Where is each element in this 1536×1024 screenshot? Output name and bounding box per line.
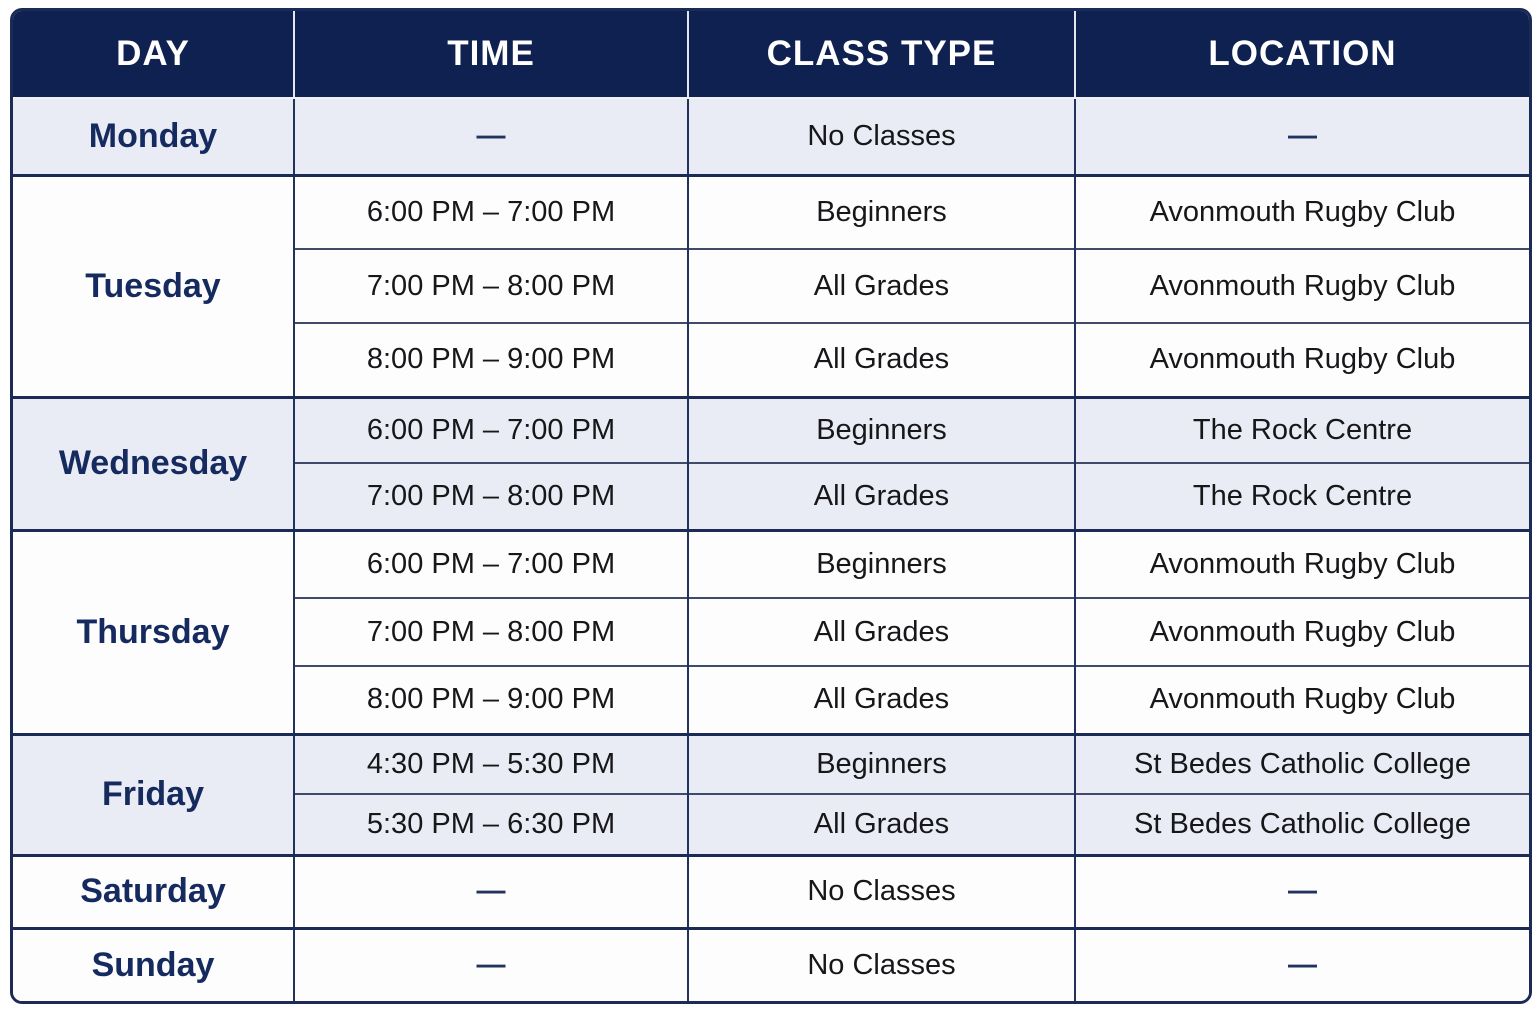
time-cell: 6:00 PM – 7:00 PM (293, 395, 688, 463)
header-row: DAY TIME CLASS TYPE LOCATION (13, 11, 1529, 99)
time-cell: — (293, 926, 688, 1001)
time-cell: 5:30 PM – 6:30 PM (293, 793, 688, 855)
day-cell: Wednesday (13, 395, 294, 530)
table-header: DAY TIME CLASS TYPE LOCATION (13, 11, 1529, 99)
location-cell: Avonmouth Rugby Club (1074, 597, 1529, 666)
schedule-row: 8:00 PM – 9:00 PM All Grades Avonmouth Rug… (13, 665, 1529, 734)
day-cell: Monday (13, 98, 294, 175)
class-type-cell: No Classes (687, 853, 1075, 928)
time-cell: 6:00 PM – 7:00 PM (293, 528, 688, 598)
schedule-row: 7:00 PM – 8:00 PM All Grades Avonmouth Rug… (13, 597, 1529, 666)
day-cell: Sunday (13, 926, 294, 1001)
time-cell: — (293, 98, 688, 175)
class-type-cell: All Grades (687, 322, 1075, 397)
schedule-row: 5:30 PM – 6:30 PM All Grades St Bedes Cath… (13, 793, 1529, 855)
class-schedule-table: DAY TIME CLASS TYPE LOCATION Monday — No C… (10, 8, 1532, 1004)
location-cell: Avonmouth Rugby Club (1074, 528, 1529, 598)
location-cell: — (1074, 926, 1529, 1001)
class-type-cell: All Grades (687, 462, 1075, 530)
col-header-day: DAY (13, 11, 295, 99)
col-header-class-type: CLASS TYPE (688, 11, 1076, 99)
location-cell: The Rock Centre (1074, 395, 1529, 463)
time-cell: 8:00 PM – 9:00 PM (293, 322, 688, 397)
schedule-table: DAY TIME CLASS TYPE LOCATION Monday — No C… (13, 11, 1529, 1001)
schedule-row: Friday 4:30 PM – 5:30 PM Beginners St Bedes… (13, 732, 1529, 855)
schedule-row: 8:00 PM – 9:00 PM All Grades Avonmouth Rug… (13, 322, 1529, 397)
class-type-cell: No Classes (687, 98, 1075, 175)
class-type-cell: No Classes (687, 926, 1075, 1001)
time-cell: 4:30 PM – 5:30 PM (293, 732, 688, 794)
schedule-body: Monday — No Classes — Tuesday 6:00 PM – 7:00 … (13, 98, 1529, 1001)
location-cell: — (1074, 98, 1529, 175)
col-header-location: LOCATION (1075, 11, 1529, 99)
class-type-cell: Beginners (687, 732, 1075, 794)
class-type-cell: All Grades (687, 597, 1075, 666)
schedule-row: Saturday — No Classes — (13, 853, 1529, 928)
day-cell: Saturday (13, 853, 294, 928)
location-cell: Avonmouth Rugby Club (1074, 665, 1529, 734)
schedule-row: Thursday 6:00 PM – 7:00 PM Beginners Avonmo… (13, 528, 1529, 734)
time-cell: 6:00 PM – 7:00 PM (293, 173, 688, 249)
day-cell: Friday (13, 732, 294, 855)
class-type-cell: Beginners (687, 173, 1075, 249)
class-type-cell: All Grades (687, 793, 1075, 855)
location-cell: Avonmouth Rugby Club (1074, 248, 1529, 323)
schedule-row: 7:00 PM – 8:00 PM All Grades The Rock Cent… (13, 462, 1529, 530)
time-cell: 8:00 PM – 9:00 PM (293, 665, 688, 734)
time-cell: 7:00 PM – 8:00 PM (293, 462, 688, 530)
col-header-time: TIME (294, 11, 689, 99)
schedule-row: Wednesday 6:00 PM – 7:00 PM Beginners The R… (13, 395, 1529, 530)
class-type-cell: Beginners (687, 528, 1075, 598)
time-cell: — (293, 853, 688, 928)
day-cell: Tuesday (13, 173, 294, 397)
location-cell: The Rock Centre (1074, 462, 1529, 530)
schedule-row: Monday — No Classes — (13, 98, 1529, 175)
time-cell: 7:00 PM – 8:00 PM (293, 248, 688, 323)
class-type-cell: All Grades (687, 248, 1075, 323)
location-cell: — (1074, 853, 1529, 928)
location-cell: Avonmouth Rugby Club (1074, 173, 1529, 249)
schedule-row: Tuesday 6:00 PM – 7:00 PM Beginners Avonmou… (13, 173, 1529, 397)
class-type-cell: Beginners (687, 395, 1075, 463)
day-cell: Thursday (13, 528, 294, 734)
schedule-row: Sunday — No Classes — (13, 926, 1529, 1001)
time-cell: 7:00 PM – 8:00 PM (293, 597, 688, 666)
schedule-row: 7:00 PM – 8:00 PM All Grades Avonmouth Rug… (13, 248, 1529, 323)
location-cell: Avonmouth Rugby Club (1074, 322, 1529, 397)
location-cell: St Bedes Catholic College (1074, 793, 1529, 855)
class-type-cell: All Grades (687, 665, 1075, 734)
location-cell: St Bedes Catholic College (1074, 732, 1529, 794)
